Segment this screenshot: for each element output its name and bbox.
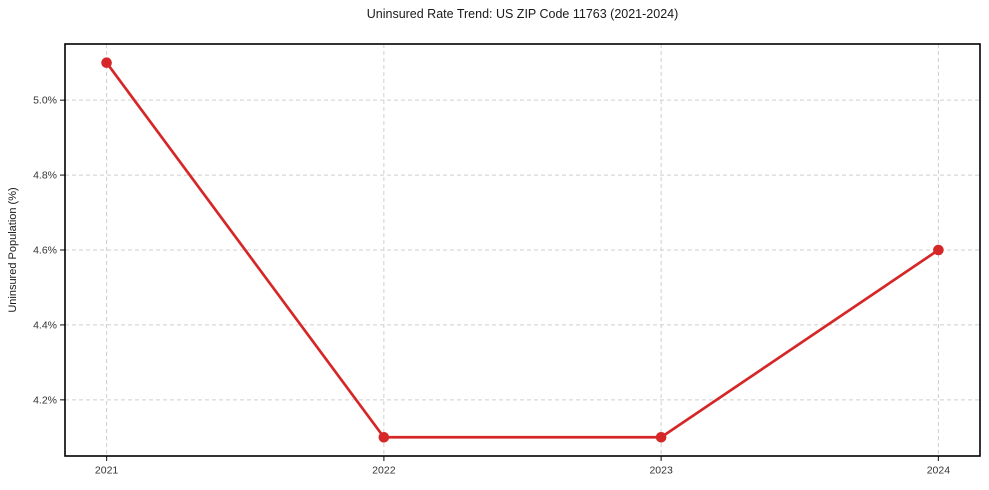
x-tick-label: 2021 <box>95 465 119 477</box>
chart-title: Uninsured Rate Trend: US ZIP Code 11763 … <box>366 7 679 21</box>
x-tick-label: 2023 <box>649 465 673 477</box>
x-tick-label: 2022 <box>372 465 396 477</box>
data-point <box>933 244 944 256</box>
y-tick-label: 4.6% <box>33 245 57 257</box>
y-tick-label: 4.4% <box>33 319 57 331</box>
data-point <box>378 431 390 443</box>
trend-line <box>105 61 940 439</box>
y-tick-label: 4.2% <box>33 394 57 406</box>
data-point <box>655 431 667 443</box>
data-point <box>101 57 112 69</box>
y-tick-label: 5.0% <box>33 95 57 107</box>
x-tick-label: 2024 <box>927 465 951 477</box>
y-tick-label: 4.8% <box>33 170 57 182</box>
axes-spines <box>64 43 981 457</box>
